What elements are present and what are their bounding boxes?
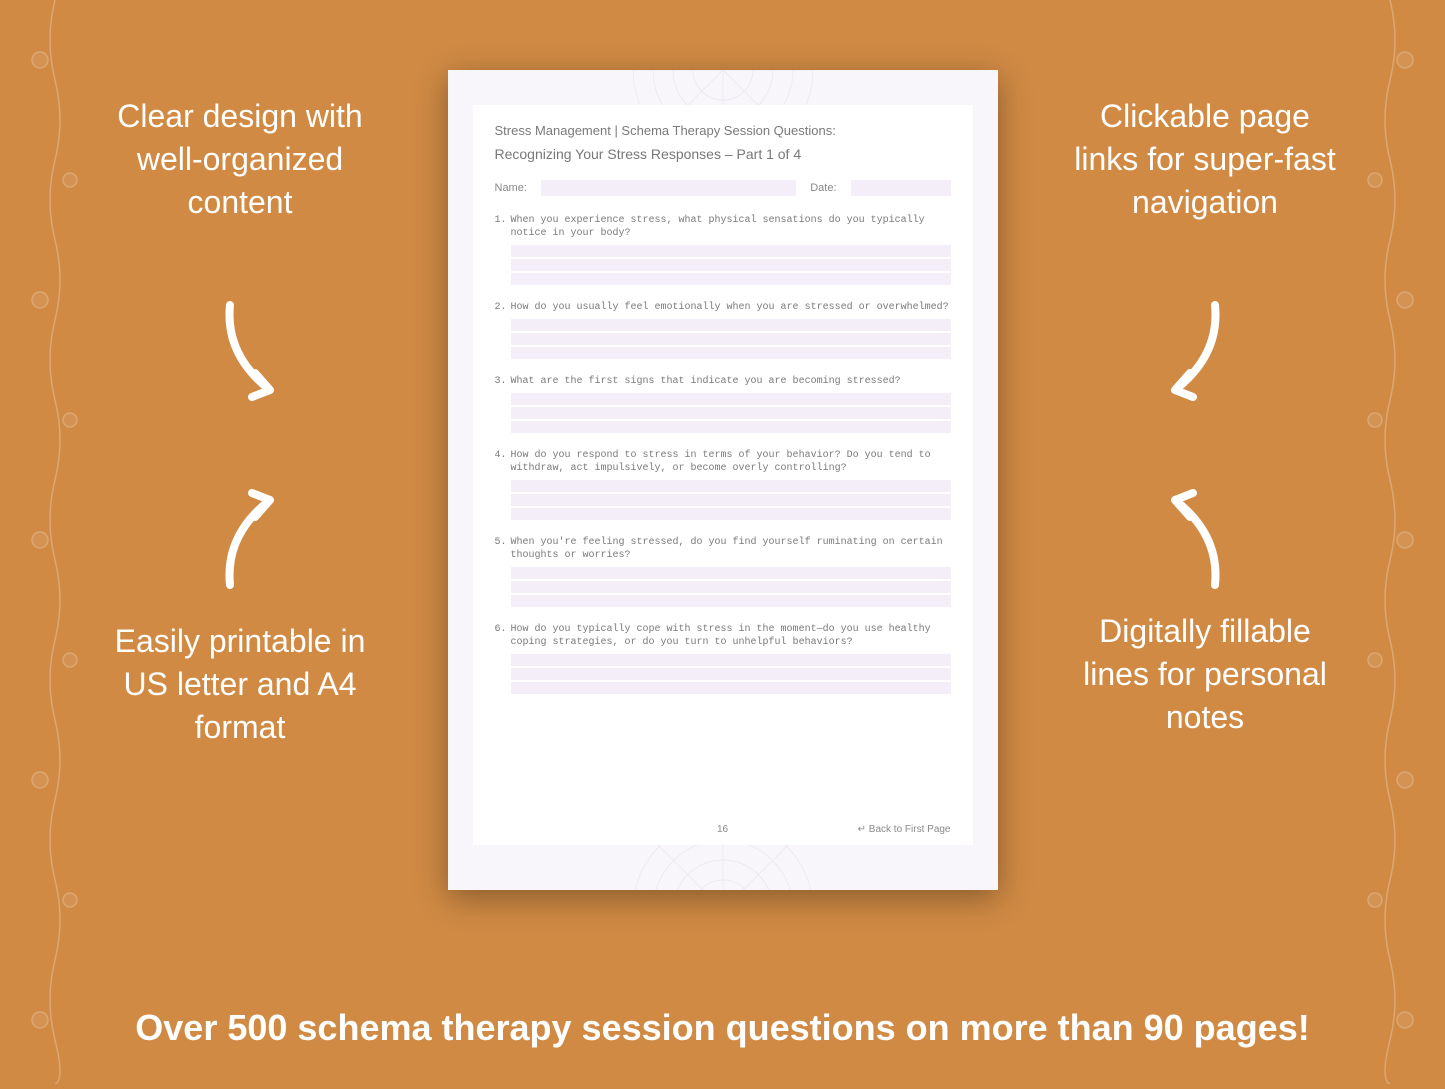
question-number: 5. <box>495 536 507 607</box>
answer-line[interactable] <box>511 494 951 506</box>
answer-line[interactable] <box>511 259 951 271</box>
answer-line[interactable] <box>511 581 951 593</box>
document-title: Stress Management | Schema Therapy Sessi… <box>495 123 951 138</box>
answer-line[interactable] <box>511 319 951 331</box>
bottom-banner: Over 500 schema therapy session question… <box>0 1007 1445 1049</box>
question-block: 5.When you're feeling stressed, do you f… <box>495 536 951 607</box>
answer-line[interactable] <box>511 654 951 666</box>
answer-line[interactable] <box>511 393 951 405</box>
question-text: How do you typically cope with stress in… <box>511 623 951 649</box>
question-block: 2. How do you usually feel emotionally wh… <box>495 301 951 359</box>
date-label: Date: <box>810 180 836 196</box>
answer-line[interactable] <box>511 421 951 433</box>
answer-line[interactable] <box>511 245 951 257</box>
question-number: 3. <box>495 375 507 433</box>
question-block: 3. What are the first signs that indicate… <box>495 375 951 433</box>
name-date-row: Name: Date: <box>495 180 951 196</box>
answer-line[interactable] <box>511 508 951 520</box>
document-preview: Stress Management | Schema Therapy Sessi… <box>448 70 998 890</box>
question-text: How do you usually feel emotionally when… <box>511 301 951 314</box>
question-text: When you experience stress, what physica… <box>511 214 951 240</box>
document-subtitle: Recognizing Your Stress Responses – Part… <box>495 146 951 162</box>
answer-line[interactable] <box>511 347 951 359</box>
answer-line[interactable] <box>511 682 951 694</box>
question-block: 1.When you experience stress, what physi… <box>495 214 951 285</box>
question-number: 4. <box>495 449 507 520</box>
document-footer: 16 ↵ Back to First Page <box>495 824 951 835</box>
page-number: 16 <box>717 824 728 835</box>
question-number: 6. <box>495 623 507 694</box>
question-text: How do you respond to stress in terms of… <box>511 449 951 475</box>
answer-line[interactable] <box>511 273 951 285</box>
answer-line[interactable] <box>511 480 951 492</box>
name-label: Name: <box>495 180 527 196</box>
name-field[interactable] <box>541 180 796 196</box>
question-block: 4.How do you respond to stress in terms … <box>495 449 951 520</box>
question-number: 1. <box>495 214 507 285</box>
date-field[interactable] <box>851 180 951 196</box>
answer-line[interactable] <box>511 407 951 419</box>
question-text: When you're feeling stressed, do you fin… <box>511 536 951 562</box>
answer-line[interactable] <box>511 333 951 345</box>
answer-line[interactable] <box>511 567 951 579</box>
answer-line[interactable] <box>511 668 951 680</box>
answer-line[interactable] <box>511 595 951 607</box>
back-to-first-link[interactable]: ↵ Back to First Page <box>858 824 951 835</box>
document-inner: Stress Management | Schema Therapy Sessi… <box>473 105 973 845</box>
question-text: What are the first signs that indicate y… <box>511 375 951 388</box>
question-number: 2. <box>495 301 507 359</box>
question-block: 6.How do you typically cope with stress … <box>495 623 951 694</box>
